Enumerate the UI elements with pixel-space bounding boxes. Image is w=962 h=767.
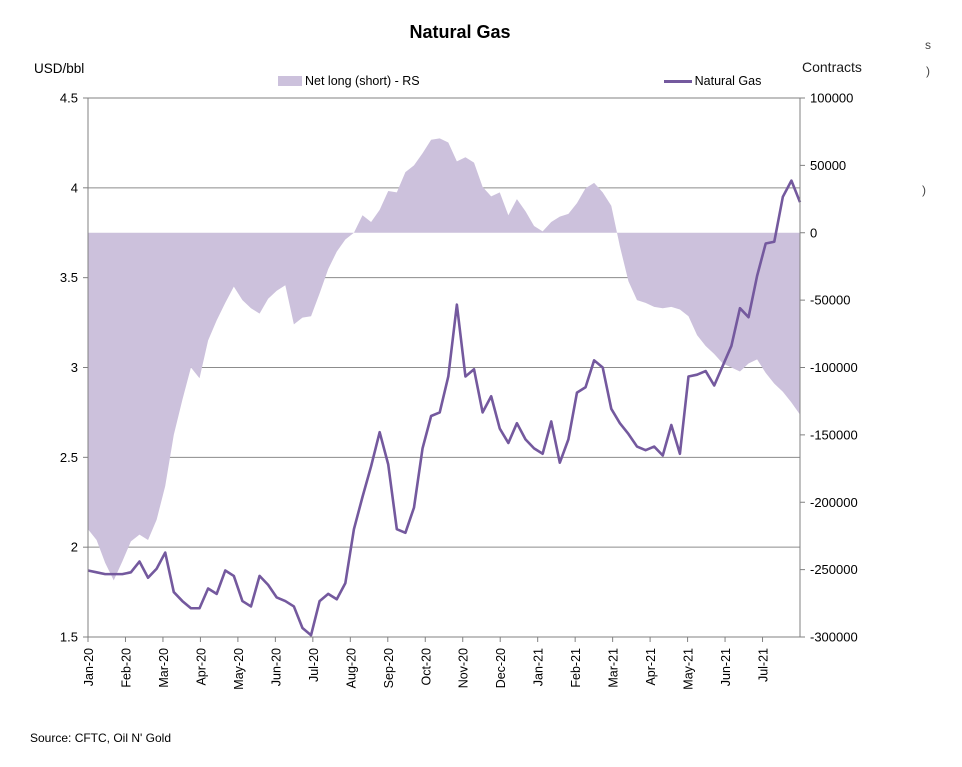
right-axis-tick-label: -250000 [810,562,858,577]
x-axis-tick-label: Apr-20 [194,648,208,686]
x-axis-tick-label: May-21 [682,648,696,690]
right-axis-tick-label: -200000 [810,495,858,510]
x-axis-tick-label: Jan-21 [532,648,546,686]
right-axis-unit-label: Contracts [802,59,862,75]
left-axis-tick-label: 2 [71,540,78,555]
legend-item-natural-gas: Natural Gas [420,74,762,88]
left-axis-tick-label: 4 [71,180,78,195]
left-axis-tick-label: 1.5 [60,630,78,645]
right-axis-tick-label: 50000 [810,158,846,173]
right-axis-tick-label: 0 [810,225,817,240]
right-axis-tick-label: -300000 [810,630,858,645]
right-axis-tick-label: -100000 [810,360,858,375]
x-axis-tick-label: May-20 [232,648,246,690]
x-axis-tick-label: Jul-20 [307,648,321,682]
left-axis-tick-label: 4.5 [60,91,78,106]
x-axis-tick-label: Sep-20 [382,648,396,688]
x-axis-tick-label: Feb-21 [569,648,583,688]
legend: Net long (short) - RS Natural Gas [278,74,761,88]
x-axis-tick-label: Dec-20 [494,648,508,688]
cropped-text-fragment: ) [926,64,930,78]
line-swatch-icon [663,79,692,83]
area-swatch-icon [278,76,302,86]
x-axis-tick-label: Jun-20 [269,648,283,686]
chart-title: Natural Gas [409,22,511,42]
net-long-area-series [88,138,800,581]
right-axis-tick-label: 100000 [810,91,853,106]
x-axis-tick-label: Jan-20 [82,648,96,686]
x-axis-tick-label: Oct-20 [419,648,433,686]
right-axis-tick-label: -150000 [810,427,858,442]
x-axis-tick-label: Jul-21 [757,648,771,682]
legend-item-net-long: Net long (short) - RS [278,74,420,88]
left-axis-unit-label: USD/bbl [34,61,85,76]
x-axis-tick-label: Feb-20 [119,648,133,688]
left-axis-tick-label: 3 [71,360,78,375]
right-axis-tick-label: -50000 [810,293,850,308]
legend-label-net-long: Net long (short) - RS [305,74,420,88]
x-axis-tick-label: Mar-21 [607,648,621,688]
cropped-text-fragment: s [925,38,931,52]
x-axis-tick-label: Mar-20 [157,648,171,688]
natural-gas-line-series [87,179,802,637]
cropped-text-fragment: ) [922,183,926,197]
x-axis-tick-label: Aug-20 [344,648,358,688]
x-axis-tick-label: Apr-21 [644,648,658,686]
left-axis-tick-label: 3.5 [60,270,78,285]
source-note: Source: CFTC, Oil N' Gold [30,731,171,745]
left-axis-tick-label: 2.5 [60,450,78,465]
legend-label-natural-gas: Natural Gas [694,74,762,88]
x-axis-tick-label: Jun-21 [719,648,733,686]
x-axis-tick-label: Nov-20 [457,648,471,688]
